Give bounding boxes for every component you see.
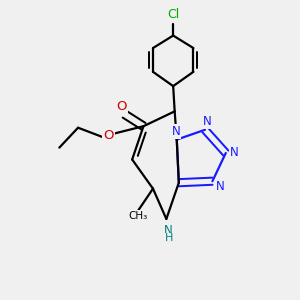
Text: O: O [103, 129, 114, 142]
Text: N: N [203, 115, 212, 128]
Text: N: N [215, 180, 224, 193]
Text: Cl: Cl [167, 8, 179, 21]
Text: N: N [230, 146, 239, 159]
Text: O: O [116, 100, 127, 113]
Text: H: H [164, 233, 173, 243]
Text: CH₃: CH₃ [128, 211, 148, 221]
Text: N: N [164, 224, 172, 237]
Text: N: N [172, 125, 180, 138]
